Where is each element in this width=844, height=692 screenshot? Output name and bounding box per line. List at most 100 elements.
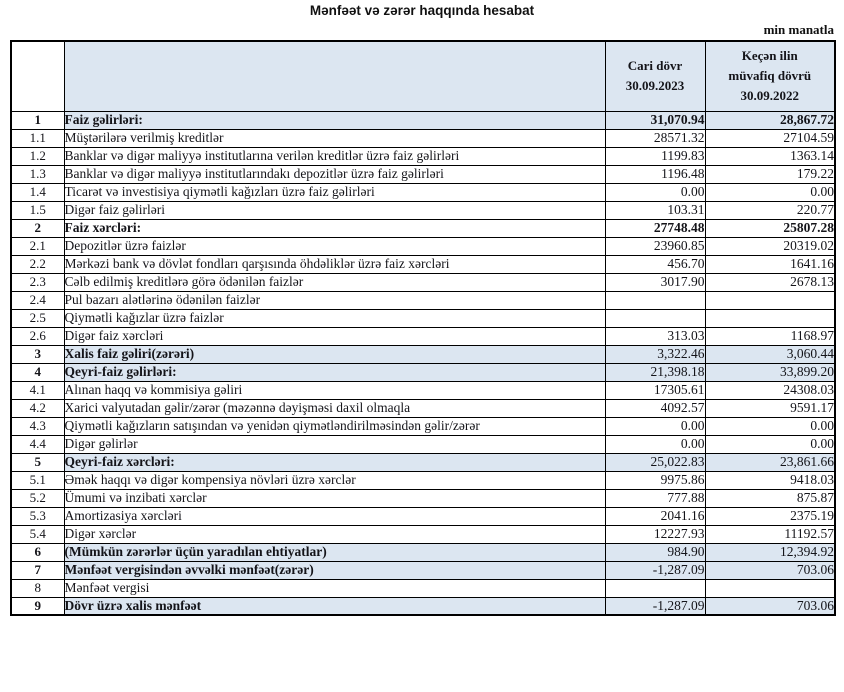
- current-period-label: Cari dövr: [627, 58, 683, 74]
- row-label: Mərkəzi bank və dövlət fondları qarşısın…: [63, 254, 606, 274]
- row-number: 9: [10, 596, 65, 616]
- row-current-value: 103.31: [604, 200, 706, 220]
- previous-period-date: 30.09.2022: [740, 88, 800, 104]
- table-row: 7 Mənfəət vergisindən əvvəlki mənfəət(zə…: [10, 560, 836, 580]
- row-previous-value: 12,394.92: [704, 542, 836, 562]
- table-header-row: Cari dövr 30.09.2023 Keçən ilin müvafiq …: [10, 40, 836, 112]
- table-row: 2.1 Depozitlər üzrə faizlər 23960.85 203…: [10, 236, 836, 256]
- table-row: 1.1 Müştərilərə verilmiş kreditlər 28571…: [10, 128, 836, 148]
- row-label: Mənfəət vergisi: [63, 578, 606, 598]
- pnl-table: Cari dövr 30.09.2023 Keçən ilin müvafiq …: [10, 40, 836, 616]
- row-label: Qeyri-faiz xərcləri:: [63, 452, 606, 472]
- row-label: Müştərilərə verilmiş kreditlər: [63, 128, 606, 148]
- row-previous-value: 179.22: [704, 164, 836, 184]
- row-label: Qeyri-faiz gəlirləri:: [63, 362, 606, 382]
- table-row: 2.3 Cəlb edilmiş kreditlərə görə ödənilə…: [10, 272, 836, 292]
- table-row: 2.5 Qiymətli kağızlar üzrə faizlər: [10, 308, 836, 328]
- row-previous-value: 703.06: [704, 560, 836, 580]
- row-current-value: 3017.90: [604, 272, 706, 292]
- table-row: 5.4 Digər xərclər 12227.93 11192.57: [10, 524, 836, 544]
- row-label: Depozitlər üzrə faizlər: [63, 236, 606, 256]
- table-row: 1.2 Banklar və digər maliyyə institutlar…: [10, 146, 836, 166]
- row-previous-value: 25807.28: [704, 218, 836, 238]
- row-label: Xalis faiz gəliri(zərəri): [63, 344, 606, 364]
- row-label: Mənfəət vergisindən əvvəlki mənfəət(zərə…: [63, 560, 606, 580]
- row-label: Banklar və digər maliyyə institutlarında…: [63, 164, 606, 184]
- table-row: 1.3 Banklar və digər maliyyə institutlar…: [10, 164, 836, 184]
- row-label: Ticarət və investisiya qiymətli kağızlar…: [63, 182, 606, 202]
- row-number: 4.1: [10, 380, 65, 400]
- row-current-value: 25,022.83: [604, 452, 706, 472]
- row-number: 1.3: [10, 164, 65, 184]
- row-label: Qiymətli kağızların satışından və yenidə…: [63, 416, 606, 436]
- row-current-value: 3,322.46: [604, 344, 706, 364]
- row-number: 6: [10, 542, 65, 562]
- row-number: 8: [10, 578, 65, 598]
- row-current-value: [604, 308, 706, 328]
- row-number: 2: [10, 218, 65, 238]
- header-corner-cell: [10, 40, 65, 112]
- table-body: 1 Faiz gəlirləri: 31,070.94 28,867.72 1.…: [10, 110, 836, 616]
- table-row: 4.4 Digər gəlirlər 0.00 0.00: [10, 434, 836, 454]
- row-current-value: 2041.16: [604, 506, 706, 526]
- previous-period-label-line1: Keçən ilin: [741, 48, 798, 64]
- row-current-value: 17305.61: [604, 380, 706, 400]
- table-row: 5.3 Amortizasiya xərcləri 2041.16 2375.1…: [10, 506, 836, 526]
- row-number: 4.3: [10, 416, 65, 436]
- row-label: Digər gəlirlər: [63, 434, 606, 454]
- row-current-value: 777.88: [604, 488, 706, 508]
- row-label: Digər faiz gəlirləri: [63, 200, 606, 220]
- row-number: 5.1: [10, 470, 65, 490]
- row-label: Ümumi və inzibati xərclər: [63, 488, 606, 508]
- table-row: 2.2 Mərkəzi bank və dövlət fondları qarş…: [10, 254, 836, 274]
- row-number: 4.4: [10, 434, 65, 454]
- table-row: 1.4 Ticarət və investisiya qiymətli kağı…: [10, 182, 836, 202]
- table-row: 4.1 Alınan haqq və kommisiya gəliri 1730…: [10, 380, 836, 400]
- row-current-value: 9975.86: [604, 470, 706, 490]
- row-previous-value: 28,867.72: [704, 110, 836, 130]
- row-previous-value: 9591.17: [704, 398, 836, 418]
- row-number: 2.2: [10, 254, 65, 274]
- row-current-value: [604, 578, 706, 598]
- row-label: Pul bazarı alətlərinə ödənilən faizlər: [63, 290, 606, 310]
- row-current-value: 0.00: [604, 434, 706, 454]
- unit-note: min manatla: [763, 22, 834, 37]
- row-number: 1: [10, 110, 65, 130]
- table-row: 2.6 Digər faiz xərcləri 313.03 1168.97: [10, 326, 836, 346]
- row-previous-value: 23,861.66: [704, 452, 836, 472]
- row-number: 7: [10, 560, 65, 580]
- row-previous-value: 1641.16: [704, 254, 836, 274]
- row-previous-value: 2375.19: [704, 506, 836, 526]
- row-label: Xarici valyutadan gəlir/zərər (məzənnə d…: [63, 398, 606, 418]
- row-previous-value: 703.06: [704, 596, 836, 616]
- table-row: 5 Qeyri-faiz xərcləri: 25,022.83 23,861.…: [10, 452, 836, 472]
- table-row: 8 Mənfəət vergisi: [10, 578, 836, 598]
- row-previous-value: 1363.14: [704, 146, 836, 166]
- row-label: Amortizasiya xərcləri: [63, 506, 606, 526]
- row-number: 2.1: [10, 236, 65, 256]
- table-row: 2.4 Pul bazarı alətlərinə ödənilən faizl…: [10, 290, 836, 310]
- row-number: 1.1: [10, 128, 65, 148]
- table-row: 1 Faiz gəlirləri: 31,070.94 28,867.72: [10, 110, 836, 130]
- row-number: 2.6: [10, 326, 65, 346]
- row-label: (Mümkün zərərlər üçün yaradılan ehtiyatl…: [63, 542, 606, 562]
- row-label: Əmək haqqı və digər kompensiya növləri ü…: [63, 470, 606, 490]
- row-previous-value: 20319.02: [704, 236, 836, 256]
- row-previous-value: [704, 578, 836, 598]
- row-previous-value: [704, 308, 836, 328]
- row-number: 5.2: [10, 488, 65, 508]
- table-row: 3 Xalis faiz gəliri(zərəri) 3,322.46 3,0…: [10, 344, 836, 364]
- row-current-value: 0.00: [604, 416, 706, 436]
- row-number: 4.2: [10, 398, 65, 418]
- table-row: 6 (Mümkün zərərlər üçün yaradılan ehtiya…: [10, 542, 836, 562]
- row-previous-value: 9418.03: [704, 470, 836, 490]
- row-label: Digər xərclər: [63, 524, 606, 544]
- row-label: Qiymətli kağızlar üzrə faizlər: [63, 308, 606, 328]
- row-previous-value: 2678.13: [704, 272, 836, 292]
- row-current-value: 21,398.18: [604, 362, 706, 382]
- row-previous-value: [704, 290, 836, 310]
- row-previous-value: 875.87: [704, 488, 836, 508]
- table-row: 4.2 Xarici valyutadan gəlir/zərər (məzən…: [10, 398, 836, 418]
- table-row: 5.1 Əmək haqqı və digər kompensiya növlə…: [10, 470, 836, 490]
